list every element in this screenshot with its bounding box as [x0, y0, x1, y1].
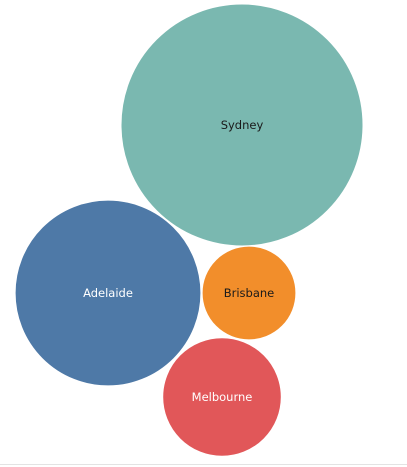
- bubble-circle-brisbane[interactable]: [201, 245, 297, 341]
- bubble-label-adelaide: Adelaide: [83, 286, 133, 300]
- bubble-label-melbourne: Melbourne: [192, 390, 253, 404]
- bubble-adelaide[interactable]: Adelaide: [14, 199, 202, 387]
- bubble-label-sydney: Sydney: [221, 118, 264, 132]
- bubble-circle-adelaide[interactable]: [14, 199, 202, 387]
- bubble-sydney[interactable]: Sydney: [120, 3, 364, 247]
- bubble-label-brisbane: Brisbane: [224, 286, 275, 300]
- bubble-circle-sydney[interactable]: [120, 3, 364, 247]
- chart-bottom-rule: [0, 464, 407, 465]
- bubble-brisbane[interactable]: Brisbane: [201, 245, 297, 341]
- bubble-melbourne[interactable]: Melbourne: [162, 337, 282, 457]
- bubble-circle-melbourne[interactable]: [162, 337, 282, 457]
